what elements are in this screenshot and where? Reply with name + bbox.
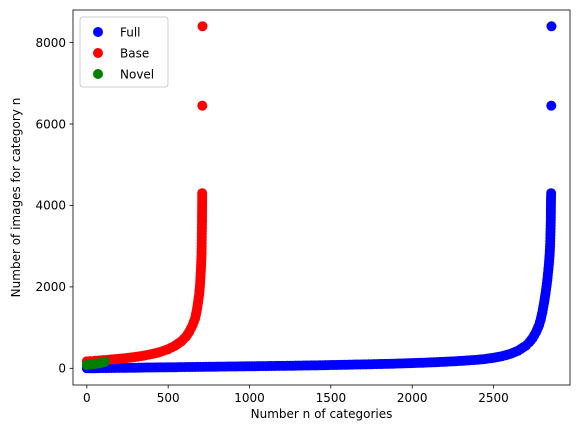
x-axis-label: Number n of categories bbox=[251, 407, 393, 421]
point-full bbox=[546, 21, 557, 32]
y-tick-label: 0 bbox=[58, 362, 66, 376]
series-novel bbox=[81, 356, 110, 371]
legend-label: Full bbox=[120, 25, 141, 39]
plot-area-frame bbox=[72, 9, 571, 386]
legend-item-full: Full bbox=[93, 25, 141, 39]
x-tick-label: 0 bbox=[83, 391, 91, 405]
y-axis-label: Number of images for category n bbox=[9, 98, 23, 298]
legend: Full Base Novel bbox=[79, 16, 169, 88]
point-base bbox=[197, 21, 208, 32]
x-tick-label: 2000 bbox=[397, 391, 428, 405]
legend-item-base: Base bbox=[93, 46, 149, 60]
point-full bbox=[546, 188, 557, 199]
legend-marker bbox=[93, 69, 103, 79]
legend-item-novel: Novel bbox=[93, 67, 154, 81]
point-novel bbox=[99, 356, 110, 367]
legend-items: Full Base Novel bbox=[93, 25, 154, 81]
point-full bbox=[546, 100, 557, 111]
y-tick-label: 6000 bbox=[35, 117, 66, 131]
legend-marker bbox=[93, 48, 103, 58]
y-tick-label: 2000 bbox=[35, 280, 66, 294]
legend-label: Base bbox=[120, 46, 149, 60]
legend-label: Novel bbox=[120, 67, 154, 81]
point-base bbox=[197, 100, 208, 111]
series-full bbox=[81, 21, 557, 374]
y-tick-label: 8000 bbox=[35, 36, 66, 50]
x-tick-label: 1000 bbox=[234, 391, 265, 405]
data-points-layer bbox=[81, 21, 557, 374]
axis-ticks-layer: 0 500 1000 1500 2000 2500 0 2000 4000 6000 8000 bbox=[35, 36, 508, 405]
x-tick-label: 1500 bbox=[316, 391, 347, 405]
y-tick-label: 4000 bbox=[35, 199, 66, 213]
x-tick-label: 2500 bbox=[478, 391, 509, 405]
legend-marker bbox=[93, 27, 103, 37]
point-base bbox=[197, 188, 208, 199]
x-tick-label: 500 bbox=[157, 391, 180, 405]
